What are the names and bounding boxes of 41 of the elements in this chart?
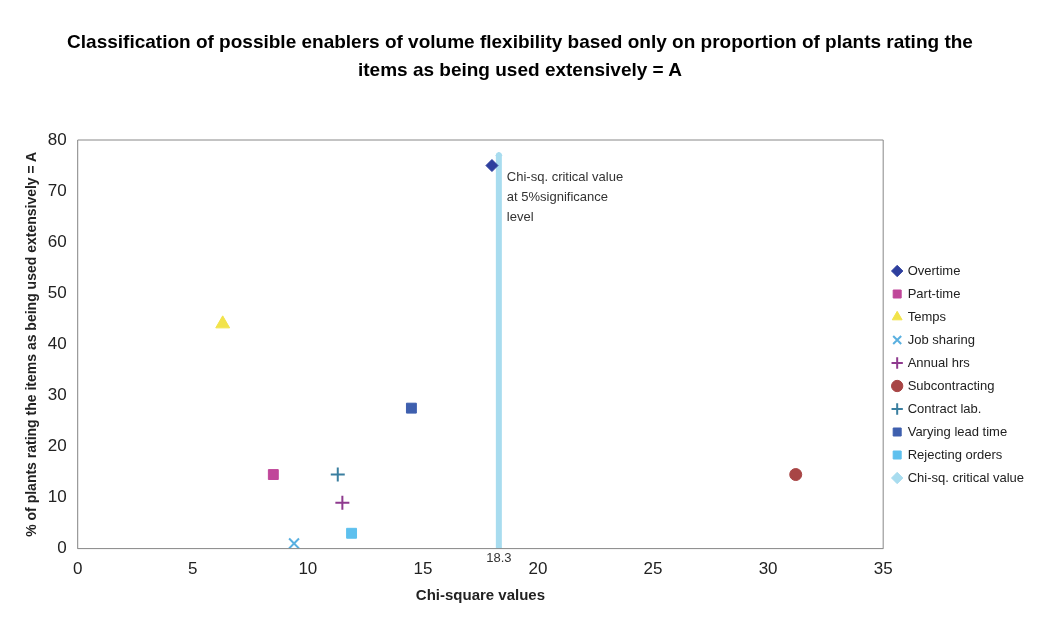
x-axis-title: Chi-square values xyxy=(415,586,546,604)
point xyxy=(334,494,351,511)
point xyxy=(789,468,803,482)
y-tick-label: 10 xyxy=(47,487,67,507)
annotation: 18.3 xyxy=(486,549,512,565)
point xyxy=(288,537,300,549)
point xyxy=(346,527,358,539)
legend-label: Annual hrs xyxy=(907,354,971,370)
y-tick-label: 70 xyxy=(47,180,67,200)
point xyxy=(405,402,417,414)
y-tick-label: 50 xyxy=(47,282,67,302)
x-tick-label: 35 xyxy=(873,559,893,579)
chart-title: Classification of possible enablers of volume flexibility based only on proportion of plants rating the items as being used extensively = A xyxy=(66,30,974,82)
legend-label: Rejecting orders xyxy=(907,446,1003,462)
point xyxy=(485,159,499,173)
y-tick-label: 30 xyxy=(47,385,67,405)
y-tick-label: 60 xyxy=(47,231,67,251)
legend-label: Part-time xyxy=(907,285,961,301)
legend-label: Varying lead time xyxy=(907,423,1008,439)
x-tick-label: 25 xyxy=(643,559,663,579)
y-tick-label: 20 xyxy=(47,436,67,456)
legend-label: Chi-sq. critical value xyxy=(907,469,1025,485)
legend-label: Subcontracting xyxy=(907,377,995,393)
y-axis-title: % of plants rating the items as being used extensively = A xyxy=(23,151,40,537)
legend-label: Overtime xyxy=(907,262,961,278)
x-tick-label: 30 xyxy=(758,559,778,579)
annotation: Chi-sq. critical value at 5%significance level xyxy=(506,169,624,225)
x-tick-label: 5 xyxy=(188,559,198,579)
x-tick-label: 15 xyxy=(413,559,433,579)
x-tick-label: 10 xyxy=(298,559,318,579)
x-tick-label: 20 xyxy=(528,559,548,579)
legend-label: Temps xyxy=(907,308,947,324)
y-tick-label: 40 xyxy=(47,333,67,353)
x-tick-label: 0 xyxy=(72,559,83,579)
legend-label: Job sharing xyxy=(907,331,975,347)
point xyxy=(267,469,279,480)
legend-label: Contract lab. xyxy=(907,400,982,416)
y-tick-label: 80 xyxy=(47,129,67,149)
y-tick-label: 0 xyxy=(57,538,67,558)
point xyxy=(329,466,346,483)
point xyxy=(215,315,231,329)
